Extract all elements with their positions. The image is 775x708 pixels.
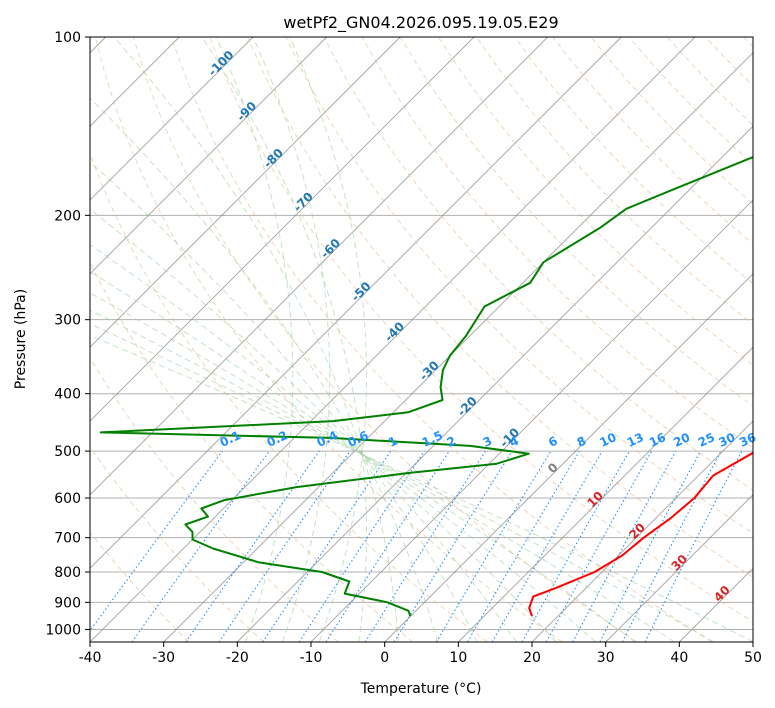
mixing-ratio-line [393,450,513,642]
dry-adiabat-line [361,37,753,449]
temperature-series-line [528,451,753,617]
mixing-ratio-label: 13 [625,430,646,450]
isotherm-line [90,37,254,201]
x-axis-title: Temperature (°C) [360,681,482,697]
isotherm-line [90,37,549,496]
moist-adiabat-line [90,97,439,642]
moist-adiabat-line [90,161,478,642]
moist-adiabat-line [90,243,557,642]
mixing-ratio-label: 25 [696,430,717,450]
isotherm-line [90,37,401,348]
dry-adiabat-line [247,37,753,578]
background-lines [90,37,753,642]
dry-adiabat-line [209,37,753,623]
mixing-ratio-label: 20 [671,430,692,450]
moist-adiabat-line [90,323,715,642]
isotherm-line [752,641,753,642]
isotherm-line [457,346,753,642]
dry-adiabat-line [90,152,488,642]
mixing-ratio-line [262,450,392,642]
x-tick-label: 0 [380,650,389,666]
isotherm-line [236,125,753,642]
dry-adiabat-line [90,356,339,642]
mixing-ratio-line [572,450,677,642]
x-tick-label: 50 [744,650,762,666]
mixing-ratio-line [325,450,450,642]
mixing-ratio-label: 30 [716,430,737,450]
x-tick-label: -40 [79,650,102,666]
y-tick-label: 800 [54,565,81,581]
y-tick-label: 100 [54,30,81,46]
x-tick-label: 40 [670,650,688,666]
dry-adiabat-line [171,37,712,642]
dry-adiabat-line [399,37,753,407]
mixing-ratio-line [218,450,351,642]
moist-adiabat-line [289,37,367,642]
mixing-ratio-line [90,450,223,632]
x-axis: -40 -30 -20 -10 0 10 20 30 40 50 [79,642,762,666]
mixing-ratio-line [131,450,270,642]
dry-adiabat-line [94,37,563,642]
moist-adiabat-line [201,37,367,642]
y-tick-label: 400 [54,387,81,403]
mixing-ratio-line [644,450,743,642]
isotherm-line [605,494,753,642]
mixing-ratio-line [545,450,653,642]
isotherm-line [163,52,753,642]
moist-adiabat-line [90,292,636,642]
y-tick-label: 1000 [45,622,81,638]
x-tick-label: -10 [300,650,323,666]
y-tick-label: 900 [54,595,81,611]
series-layer [99,155,753,617]
moist-adiabat-line [90,208,518,642]
y-tick-label: 600 [54,491,81,507]
mixing-ratio-line [185,450,320,642]
isotherm-line [90,37,696,642]
mixing-ratio-label: 16 [647,430,668,450]
x-tick-label: -20 [226,650,249,666]
mixing-ratio-label: 10 [597,430,618,450]
x-tick-label: 30 [597,650,615,666]
plot-background [90,37,753,642]
dry-adiabat-line [90,531,190,642]
plot-frame [89,36,754,643]
x-tick-label: 20 [523,650,541,666]
y-tick-label: 200 [54,208,81,224]
y-axis-title: Pressure (hPa) [13,289,29,389]
dry-adiabat-line [90,446,264,642]
chart-title: wetPf2_GN04.2026.095.19.05.E29 [283,13,558,33]
moist-adiabat-line [90,334,753,642]
isotherm-line [384,273,753,642]
moist-adiabat-line [113,37,399,642]
moist-adiabat-line [252,37,331,642]
mixing-ratio-line [298,450,425,642]
x-tick-label: -30 [152,650,175,666]
y-axis: 100 200 300 400 500 600 700 800 900 1000 [45,30,90,638]
dry-adiabat-line [514,37,753,285]
y-tick-label: 300 [54,313,81,329]
moist-adiabat-line [90,271,596,642]
x-tick-label: 10 [449,650,467,666]
y-tick-label: 500 [54,444,81,460]
isotherm-line [90,37,328,275]
dry-adiabat-line [90,260,414,642]
y-tick-label: 700 [54,531,81,547]
mixing-ratio-line [521,450,630,642]
isotherm-line [531,420,753,642]
dewpoint-series-line [99,155,753,617]
isotherm-line [90,37,622,569]
moist-adiabat-line [215,37,294,642]
